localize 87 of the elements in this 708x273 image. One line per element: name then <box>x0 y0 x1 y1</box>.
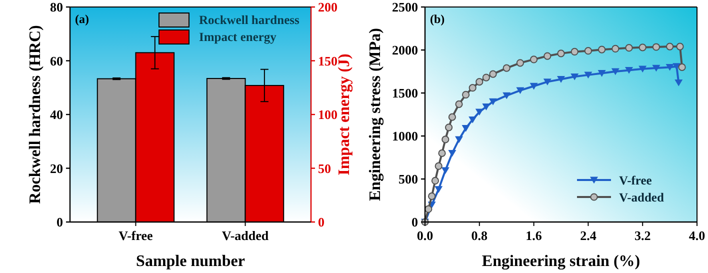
y-tick-label: 0 <box>56 214 63 230</box>
y-tick-label: 60 <box>50 53 63 68</box>
point <box>482 74 490 82</box>
x-tick-label: 0.0 <box>416 228 434 243</box>
x-tick-label: 3.2 <box>634 228 651 243</box>
point <box>448 150 456 157</box>
point <box>462 125 470 132</box>
point <box>468 116 477 124</box>
x-tick-label: 1.6 <box>526 228 542 243</box>
point <box>530 56 538 64</box>
point <box>434 186 443 193</box>
point <box>489 98 497 106</box>
y2-tick-label: 0 <box>318 214 324 230</box>
point <box>544 52 552 60</box>
y2-tick-label: 150 <box>318 53 338 68</box>
point <box>674 79 683 86</box>
point <box>455 100 463 108</box>
point <box>462 90 470 99</box>
point <box>638 44 646 52</box>
y-tick-label: 1000 <box>392 128 418 144</box>
y-tick-label: 0 <box>412 214 418 230</box>
y-tick-label: 2000 <box>392 42 418 58</box>
point <box>652 43 660 51</box>
point <box>516 87 524 94</box>
point <box>598 70 606 77</box>
point <box>502 64 510 72</box>
point <box>438 149 446 157</box>
y2-tick-label: 100 <box>318 107 338 122</box>
y-axis-title: Rockwell hardness (HRC) <box>27 25 44 204</box>
y-tick-label: 20 <box>50 160 63 176</box>
point <box>455 136 463 144</box>
y2-tick-label: 50 <box>318 160 331 176</box>
point <box>570 48 578 56</box>
point <box>570 73 579 80</box>
y-tick-label: 2500 <box>392 0 418 15</box>
point <box>625 67 633 74</box>
point <box>672 63 681 70</box>
x-tick-label: V-added <box>222 228 270 243</box>
x-axis-title: Engineering strain (%) <box>482 253 640 270</box>
y-tick-label: 40 <box>50 107 63 122</box>
point <box>584 72 592 79</box>
x-tick-label: 2.4 <box>580 228 597 243</box>
point <box>666 64 674 71</box>
legend-label: V-free <box>619 174 652 188</box>
point <box>530 82 538 90</box>
y-tick-label: 80 <box>50 0 63 15</box>
point <box>611 68 620 76</box>
point <box>502 92 511 100</box>
x-tick-label: V-free <box>118 228 154 243</box>
point <box>448 113 456 121</box>
point <box>476 78 484 86</box>
y-tick-label: 500 <box>398 172 418 187</box>
point <box>431 176 439 185</box>
x-tick-label: 0.8 <box>471 228 488 243</box>
point <box>557 76 565 83</box>
point <box>475 108 484 116</box>
point <box>612 44 620 53</box>
annotation: (a) <box>75 12 89 26</box>
y2-axis-title: Impact energy (J) <box>336 54 353 176</box>
point <box>652 64 660 72</box>
point <box>543 78 552 86</box>
point <box>516 59 524 67</box>
point <box>678 63 686 71</box>
y-axis-title: Engineering stress (MPa) <box>367 28 384 202</box>
point <box>625 44 633 52</box>
point <box>557 50 565 58</box>
point <box>638 66 647 73</box>
y2-tick-label: 200 <box>318 0 338 15</box>
x-tick-label: 4.0 <box>688 228 706 243</box>
point <box>584 47 592 55</box>
point <box>676 42 684 50</box>
point <box>442 136 450 144</box>
y-tick-label: 1500 <box>392 86 418 101</box>
point <box>434 162 442 170</box>
point <box>598 46 606 54</box>
x-axis-title: Sample number <box>136 253 245 270</box>
point <box>666 42 674 50</box>
point <box>441 167 450 174</box>
point <box>489 70 497 78</box>
point <box>445 124 453 132</box>
legend-label: Impact energy <box>199 30 278 44</box>
legend-label: V-added <box>619 190 664 204</box>
annotation: (b) <box>430 12 445 26</box>
point <box>428 192 436 200</box>
point <box>468 84 476 92</box>
legend-label: Rockwell hardness <box>199 13 300 27</box>
point <box>424 205 432 213</box>
